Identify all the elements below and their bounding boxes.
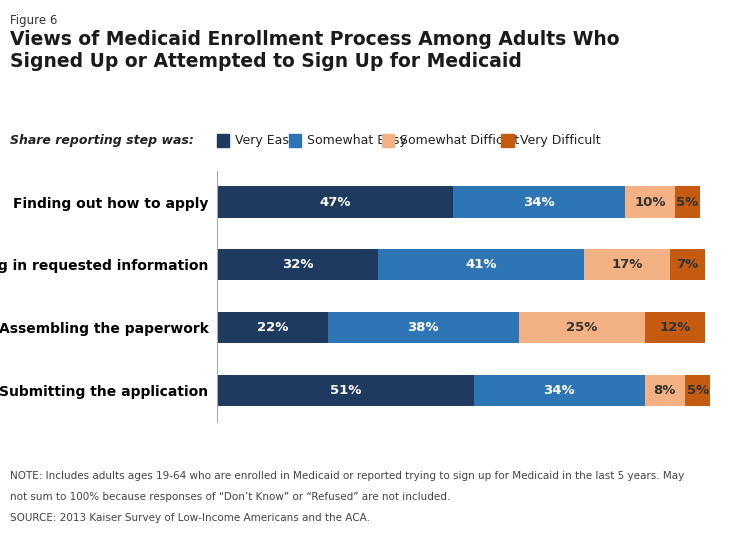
Text: 32%: 32% [282, 258, 313, 271]
Text: Share reporting step was:: Share reporting step was: [10, 134, 193, 147]
Text: 7%: 7% [676, 258, 699, 271]
Text: Figure 6: Figure 6 [10, 14, 57, 27]
Bar [473, 375, 645, 406]
Text: SOURCE: 2013 Kaiser Survey of Low-Income Americans and the ACA.: SOURCE: 2013 Kaiser Survey of Low-Income… [10, 513, 370, 523]
Text: 5%: 5% [686, 383, 709, 397]
Bar [645, 375, 685, 406]
Bar [217, 249, 378, 280]
Text: KAISER: KAISER [650, 497, 698, 510]
Text: 22%: 22% [257, 321, 288, 334]
Text: Views of Medicaid Enrollment Process Among Adults Who
Signed Up or Attempted to : Views of Medicaid Enrollment Process Amo… [10, 30, 619, 71]
Text: Somewhat Difficult: Somewhat Difficult [400, 134, 519, 147]
Text: not sum to 100% because responses of “Don’t Know” or “Refused” are not included.: not sum to 100% because responses of “Do… [10, 492, 450, 502]
Bar [217, 375, 473, 406]
Text: 47%: 47% [320, 196, 351, 209]
Text: THE HENRY J.: THE HENRY J. [653, 488, 696, 493]
Bar [645, 312, 705, 343]
Text: Somewhat Easy: Somewhat Easy [307, 134, 407, 147]
Bar [453, 186, 625, 218]
Text: 8%: 8% [653, 383, 676, 397]
Bar [519, 312, 645, 343]
Bar [670, 249, 705, 280]
Bar [217, 312, 328, 343]
Text: FOUNDATION: FOUNDATION [653, 527, 696, 533]
Bar [675, 186, 700, 218]
Text: 10%: 10% [634, 196, 666, 209]
Text: 38%: 38% [407, 321, 439, 334]
Bar [328, 312, 519, 343]
Bar [378, 249, 584, 280]
Bar [625, 186, 675, 218]
Text: Very Difficult: Very Difficult [520, 134, 600, 147]
Text: NOTE: Includes adults ages 19-64 who are enrolled in Medicaid or reported trying: NOTE: Includes adults ages 19-64 who are… [10, 471, 684, 481]
Text: 5%: 5% [676, 196, 699, 209]
Text: 41%: 41% [465, 258, 497, 271]
Text: FAMILY: FAMILY [654, 511, 695, 521]
Text: 51%: 51% [329, 383, 361, 397]
Text: 34%: 34% [523, 196, 555, 209]
Bar [584, 249, 670, 280]
Text: 17%: 17% [612, 258, 643, 271]
Text: Very Easy: Very Easy [235, 134, 296, 147]
Bar [217, 186, 453, 218]
Bar [685, 375, 710, 406]
Text: 12%: 12% [659, 321, 691, 334]
Text: 25%: 25% [566, 321, 598, 334]
Text: 34%: 34% [543, 383, 575, 397]
